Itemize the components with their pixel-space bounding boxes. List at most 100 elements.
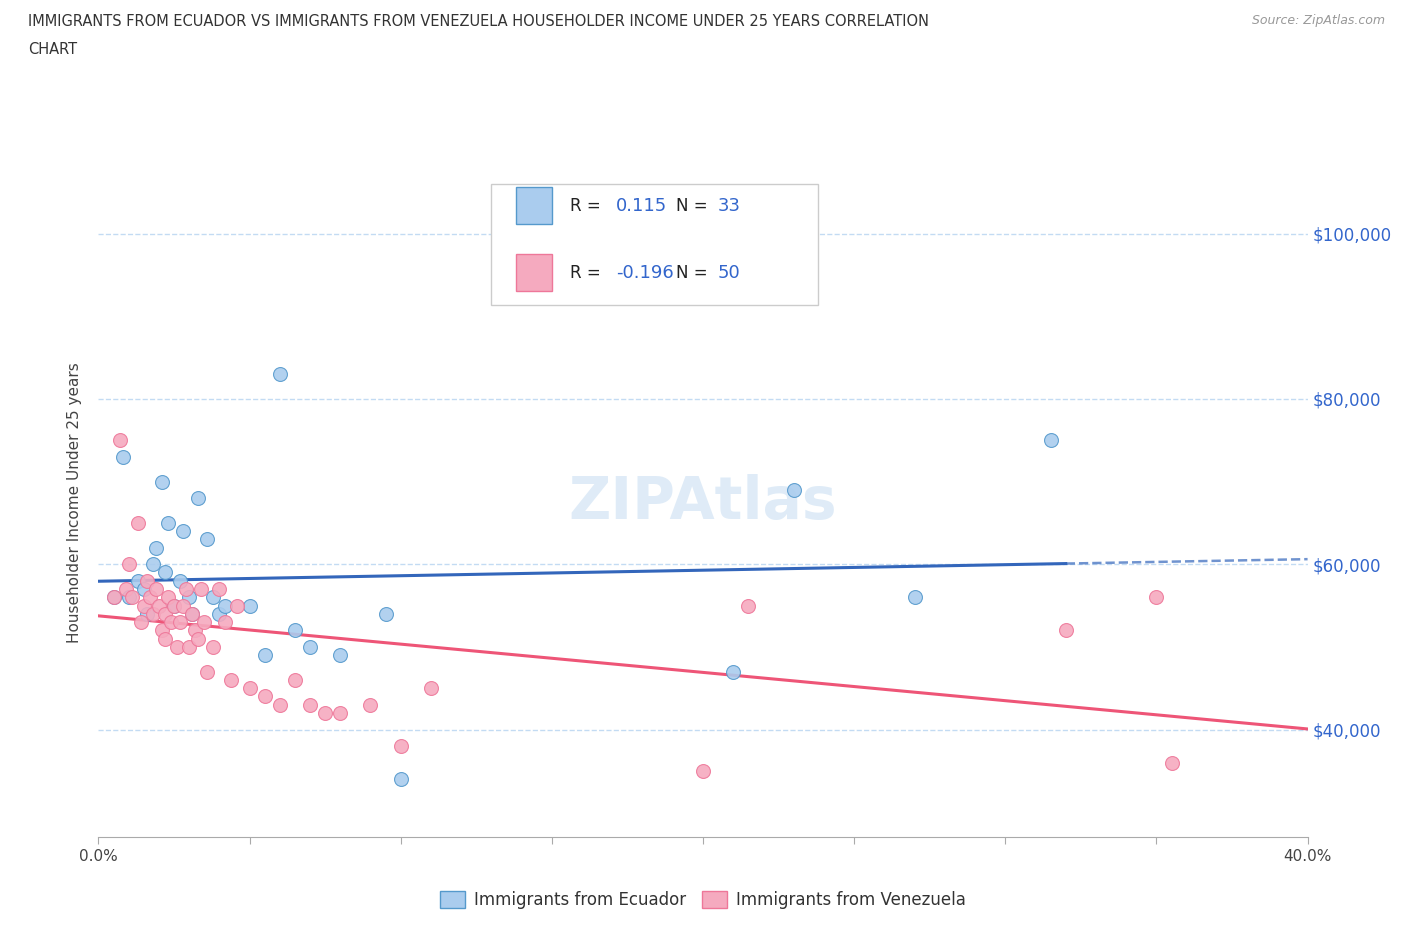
Text: 50: 50 [717, 264, 741, 282]
Point [181, 606, 204, 621]
Point [127, 515, 149, 530]
Point [284, 623, 307, 638]
Point [226, 598, 249, 613]
Point [1039, 432, 1062, 447]
Point [214, 615, 236, 630]
FancyBboxPatch shape [516, 255, 553, 291]
Point [193, 615, 215, 630]
Point [121, 590, 143, 604]
Text: -0.196: -0.196 [616, 264, 673, 282]
Point [118, 557, 141, 572]
Point [174, 581, 197, 596]
Point [1144, 590, 1167, 604]
Point [221, 672, 243, 687]
Point [179, 590, 201, 604]
Point [179, 640, 201, 655]
Point [132, 598, 155, 613]
Point [187, 491, 209, 506]
Point [389, 738, 412, 753]
Point [299, 698, 322, 712]
Point [329, 647, 352, 662]
Point [142, 606, 165, 621]
Point [156, 590, 179, 604]
Point [111, 449, 134, 464]
Point [160, 615, 183, 630]
Point [253, 689, 276, 704]
Point [692, 764, 714, 778]
Point [208, 606, 231, 621]
Point [150, 623, 173, 638]
Legend: Immigrants from Ecuador, Immigrants from Venezuela: Immigrants from Ecuador, Immigrants from… [433, 884, 973, 916]
Point [108, 432, 131, 447]
Point [253, 647, 276, 662]
Point [153, 606, 176, 621]
Point [169, 615, 191, 630]
Point [420, 681, 443, 696]
Point [299, 640, 322, 655]
Point [103, 590, 125, 604]
Point [139, 590, 162, 604]
Point [214, 598, 236, 613]
Point [103, 590, 125, 604]
Point [163, 598, 186, 613]
Point [239, 681, 262, 696]
Point [1160, 755, 1182, 770]
Point [202, 640, 225, 655]
Point [169, 573, 191, 588]
Point [172, 598, 194, 613]
Text: 33: 33 [717, 197, 741, 215]
Point [172, 524, 194, 538]
Point [904, 590, 927, 604]
Point [145, 540, 167, 555]
Point [129, 615, 152, 630]
Point [142, 557, 165, 572]
Point [150, 474, 173, 489]
Point [374, 606, 396, 621]
Text: IMMIGRANTS FROM ECUADOR VS IMMIGRANTS FROM VENEZUELA HOUSEHOLDER INCOME UNDER 25: IMMIGRANTS FROM ECUADOR VS IMMIGRANTS FR… [28, 14, 929, 29]
Y-axis label: Householder Income Under 25 years: Householder Income Under 25 years [67, 362, 83, 643]
Point [284, 672, 307, 687]
Point [1054, 623, 1077, 638]
Point [153, 565, 176, 580]
Point [195, 664, 218, 679]
Text: N =: N = [676, 197, 713, 215]
Point [156, 515, 179, 530]
Point [153, 631, 176, 646]
Point [166, 640, 188, 655]
Point [190, 581, 212, 596]
Point [783, 483, 806, 498]
Point [163, 598, 186, 613]
Text: 0.115: 0.115 [616, 197, 668, 215]
Point [269, 366, 291, 381]
Text: R =: R = [569, 264, 606, 282]
Point [723, 664, 745, 679]
FancyBboxPatch shape [516, 188, 553, 224]
Point [181, 606, 204, 621]
Point [269, 698, 291, 712]
FancyBboxPatch shape [492, 184, 818, 305]
Point [132, 581, 155, 596]
Point [145, 581, 167, 596]
Text: R =: R = [569, 197, 606, 215]
Point [737, 598, 759, 613]
Point [195, 532, 218, 547]
Point [389, 772, 412, 787]
Point [135, 573, 157, 588]
Text: ZIPAtlas: ZIPAtlas [568, 473, 838, 531]
Text: Source: ZipAtlas.com: Source: ZipAtlas.com [1251, 14, 1385, 27]
Point [114, 581, 136, 596]
Text: CHART: CHART [28, 42, 77, 57]
Point [187, 631, 209, 646]
Point [360, 698, 382, 712]
Point [127, 573, 149, 588]
Point [135, 606, 157, 621]
Point [148, 598, 170, 613]
Point [329, 706, 352, 721]
Text: N =: N = [676, 264, 713, 282]
Point [184, 623, 207, 638]
Point [118, 590, 141, 604]
Point [314, 706, 336, 721]
Point [202, 590, 225, 604]
Point [208, 581, 231, 596]
Point [239, 598, 262, 613]
